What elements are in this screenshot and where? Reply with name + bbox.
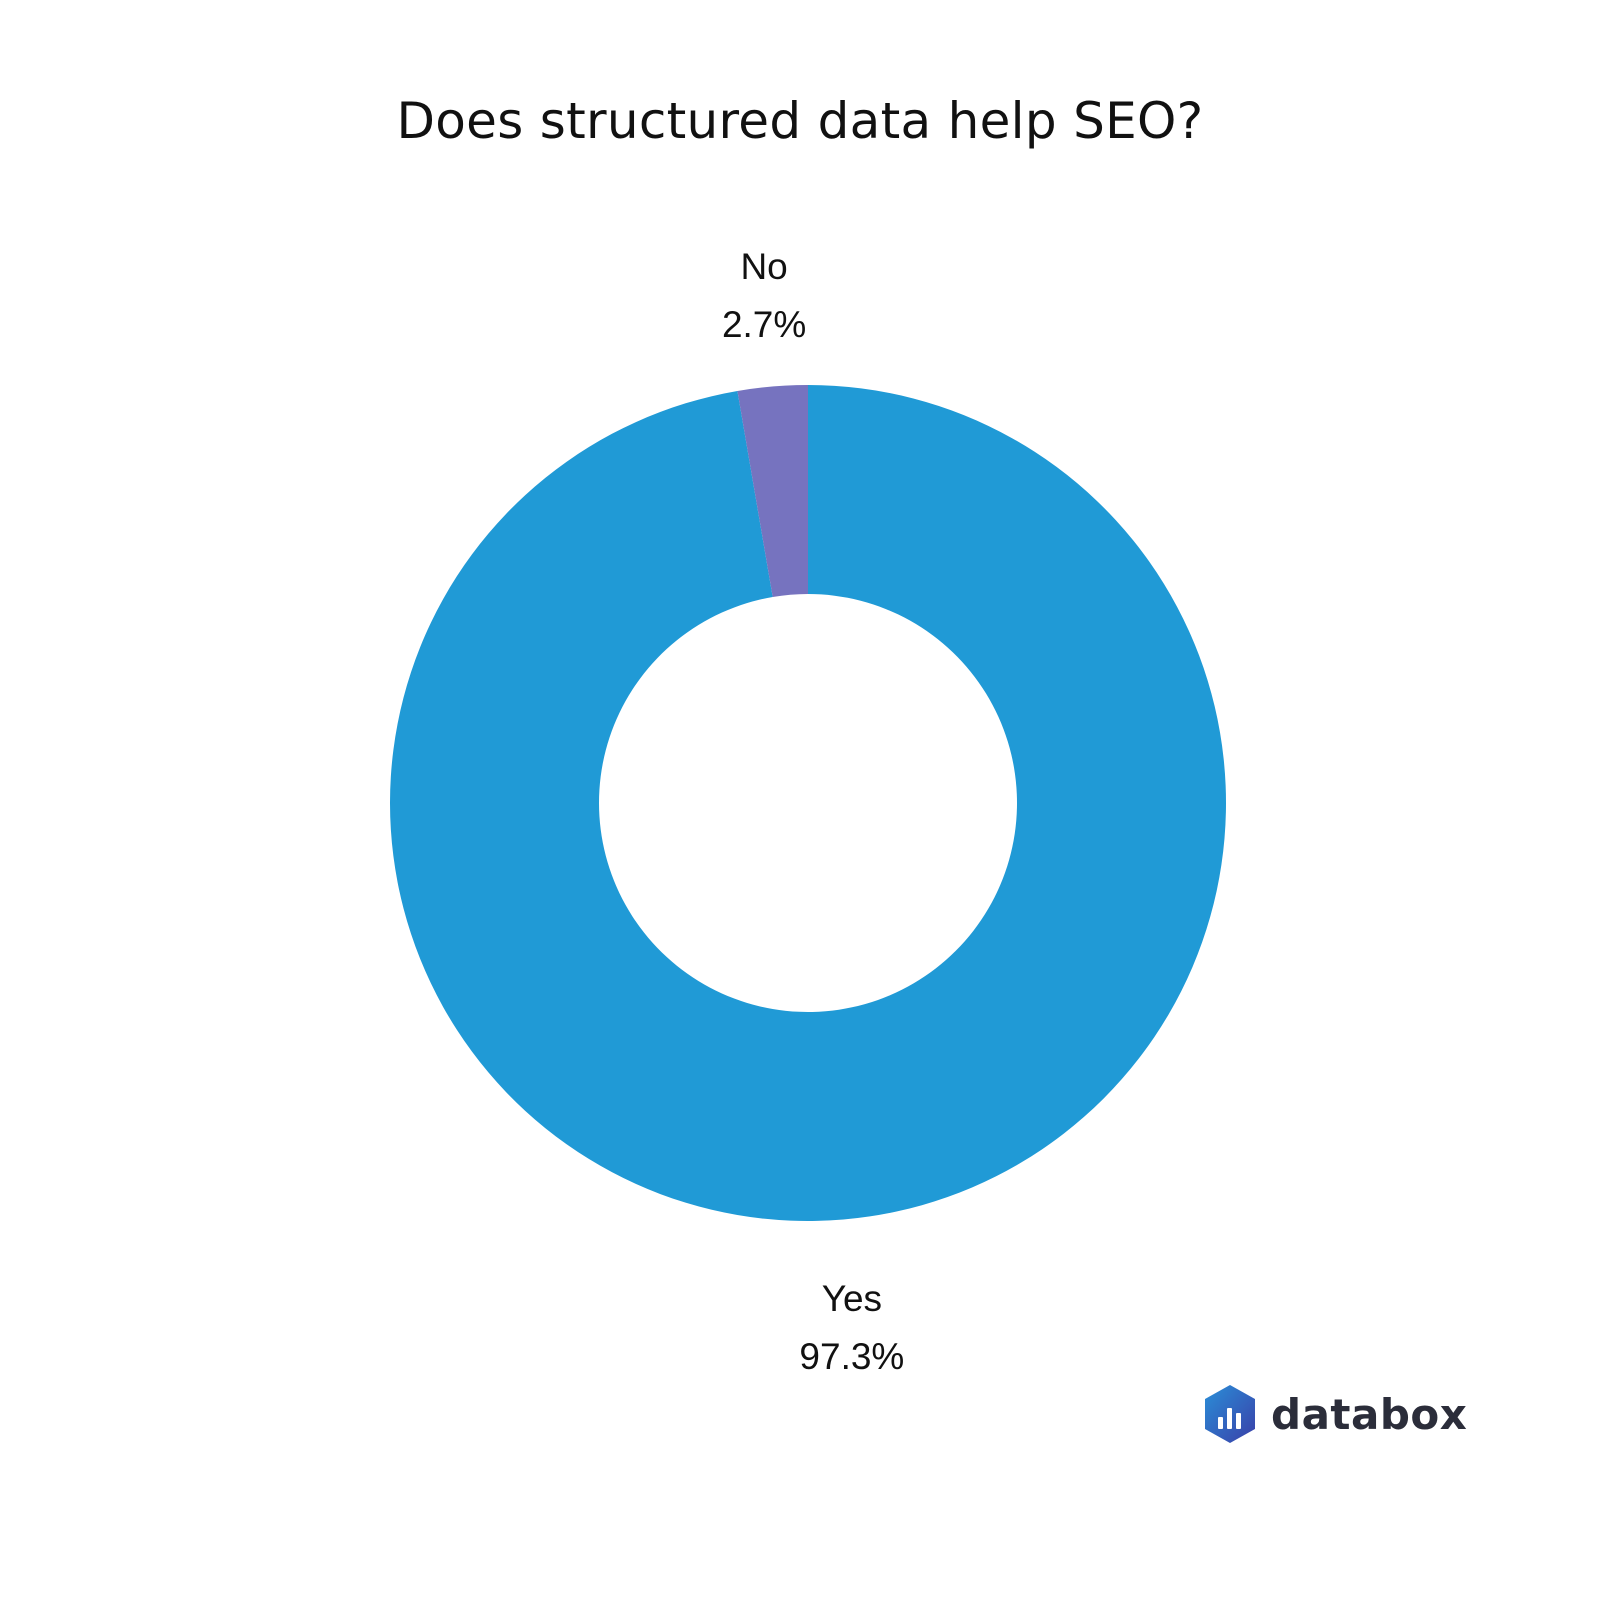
- databox-hexagon-icon: [1205, 1385, 1255, 1443]
- chart-title: Does structured data help SEO?: [396, 92, 1204, 150]
- slice-label-yes: Yes: [822, 1278, 882, 1319]
- slice-no: [737, 385, 808, 598]
- logo-text: databox: [1271, 1389, 1468, 1439]
- slice-label-no: No: [740, 246, 787, 287]
- donut-slices: [389, 385, 1226, 1221]
- slice-labels: Yes 97.3% No 2.7%: [722, 246, 904, 1377]
- slice-yes: [389, 385, 1226, 1221]
- slice-value-yes: 97.3%: [799, 1336, 904, 1377]
- slice-value-no: 2.7%: [722, 304, 806, 345]
- databox-logo: databox: [1203, 1384, 1467, 1444]
